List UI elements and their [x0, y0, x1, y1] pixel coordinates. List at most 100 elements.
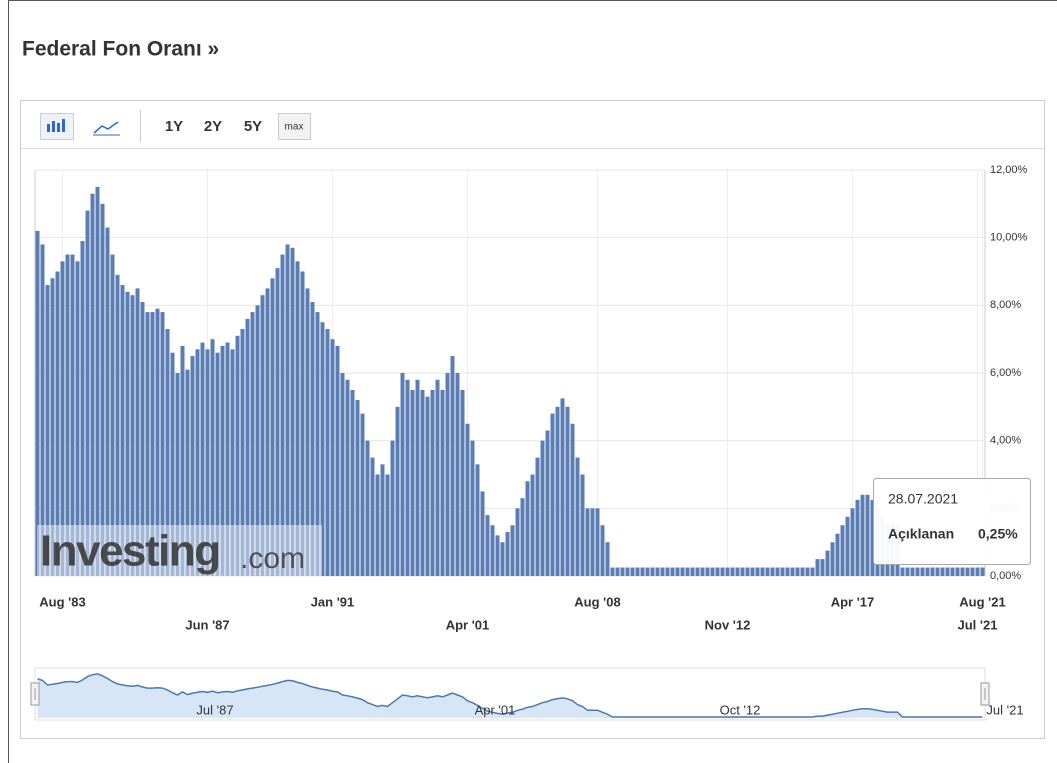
range-button[interactable]: 2Y	[204, 118, 222, 135]
bar	[810, 567, 815, 576]
navigator-label: Jul '87	[196, 702, 233, 717]
bar	[95, 186, 100, 576]
bar	[590, 508, 595, 576]
y-tick-label: 8,00%	[990, 299, 1021, 311]
y-tick-label: 4,00%	[990, 435, 1021, 447]
bar	[465, 423, 470, 576]
page-title[interactable]: Federal Fon Oranı »	[22, 38, 219, 61]
bar	[620, 567, 625, 576]
bar	[215, 352, 220, 576]
bar	[375, 474, 380, 576]
bar	[425, 396, 430, 576]
y-tick-label: 10,00%	[990, 232, 1028, 244]
bar	[365, 440, 370, 576]
x-tick-label: Aug '83	[39, 594, 85, 609]
bar	[330, 339, 335, 576]
x-tick-label: Jun '87	[185, 617, 229, 632]
watermark-brand: Investing	[40, 527, 220, 576]
x-tick-label: Apr '01	[446, 617, 490, 632]
bar	[780, 567, 785, 576]
bar	[635, 567, 640, 576]
bar	[295, 261, 300, 576]
bar	[955, 567, 960, 576]
bar	[155, 308, 160, 576]
bar	[395, 406, 400, 576]
line-icon[interactable]	[93, 121, 119, 134]
tooltip-value: 0,25%	[978, 526, 1018, 542]
bar	[855, 499, 860, 576]
bar	[580, 474, 585, 576]
bar-icon[interactable]	[40, 113, 74, 140]
watermark-suffix: .com	[240, 542, 305, 575]
bar	[50, 278, 55, 576]
bar	[965, 567, 970, 576]
bar	[100, 203, 105, 577]
bar	[840, 525, 845, 576]
bar	[765, 567, 770, 576]
bar	[435, 379, 440, 576]
bar	[600, 525, 605, 576]
bar	[200, 342, 205, 576]
icon-bar	[57, 123, 60, 132]
bar	[260, 295, 265, 576]
bar-icon-bg[interactable]	[40, 113, 74, 140]
bar	[490, 525, 495, 576]
bar	[675, 567, 680, 576]
bar	[420, 389, 425, 576]
bar	[285, 244, 290, 576]
bar	[710, 567, 715, 576]
x-tick-label: Jul '21	[958, 617, 998, 632]
bar	[900, 567, 905, 576]
bar	[640, 567, 645, 576]
bar	[235, 335, 240, 576]
bar	[920, 567, 925, 576]
bar	[515, 508, 520, 576]
bar	[355, 400, 360, 576]
icon-bar	[62, 119, 65, 132]
range-button[interactable]: max	[285, 122, 304, 133]
bar	[410, 389, 415, 576]
bar	[750, 567, 755, 576]
y-tick-label: 6,00%	[990, 367, 1021, 379]
bar	[685, 567, 690, 576]
bar	[695, 567, 700, 576]
x-tick-label: Jan '91	[311, 594, 355, 609]
bar	[220, 345, 225, 576]
range-button[interactable]: 1Y	[165, 118, 183, 135]
icon-bar	[47, 124, 50, 132]
bar	[785, 567, 790, 576]
x-tick-label: Aug '08	[574, 594, 620, 609]
bar	[740, 567, 745, 576]
bar	[440, 389, 445, 576]
bar	[300, 271, 305, 576]
bar	[745, 567, 750, 576]
bar	[165, 329, 170, 576]
bar	[715, 567, 720, 576]
bar	[70, 254, 75, 577]
bar	[205, 349, 210, 576]
bar	[370, 457, 375, 576]
navigator[interactable]: Jul '87 Apr '01 Oct '12 Jul '21	[30, 667, 1024, 721]
bar	[700, 567, 705, 576]
bar	[120, 285, 125, 576]
range-button-bg[interactable]	[278, 113, 311, 140]
bar	[510, 525, 515, 576]
bar	[725, 567, 730, 576]
bar	[450, 356, 455, 576]
y-tick-label: 0,00%	[990, 570, 1021, 582]
bar	[225, 342, 230, 576]
bar	[950, 567, 955, 576]
navigator-label: Oct '12	[720, 702, 761, 717]
range-button[interactable]: 5Y	[244, 118, 262, 135]
bar	[85, 210, 90, 576]
bar	[860, 494, 865, 576]
bar	[160, 312, 165, 576]
x-tick-label: Nov '12	[705, 617, 751, 632]
bar	[845, 516, 850, 576]
bar	[650, 567, 655, 576]
bar	[415, 379, 420, 576]
bar	[680, 567, 685, 576]
x-tick-label: Apr '17	[831, 594, 875, 609]
bar	[40, 244, 45, 576]
